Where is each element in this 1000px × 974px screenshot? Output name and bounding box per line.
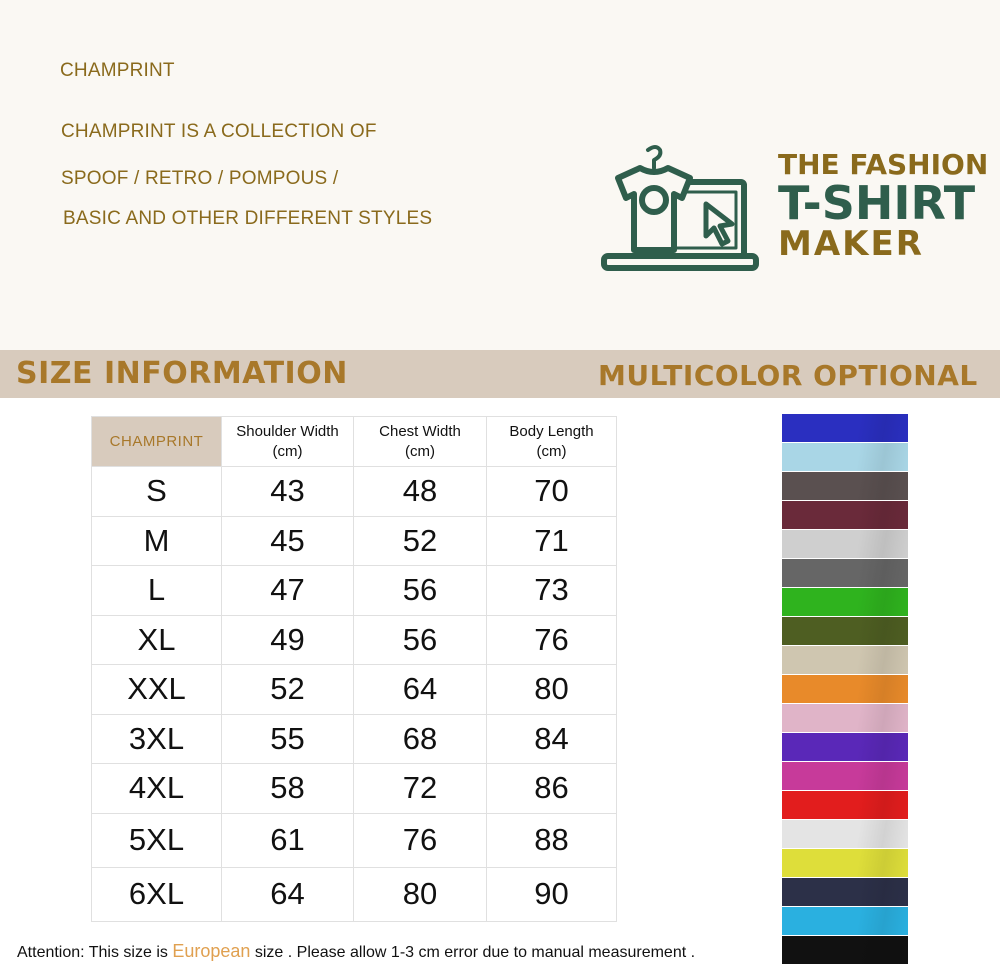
color-swatch[interactable] [782, 762, 908, 791]
color-swatch[interactable] [782, 414, 908, 443]
intro-line: BASIC AND OTHER DIFFERENT STYLES [63, 208, 433, 229]
logo-line3: MAKER [778, 224, 924, 264]
color-swatch[interactable] [782, 472, 908, 501]
color-swatch[interactable] [782, 849, 908, 878]
size-cell: M [91, 515, 222, 566]
value-cell: 45 [221, 515, 354, 566]
color-swatch[interactable] [782, 907, 908, 936]
color-swatch[interactable] [782, 501, 908, 530]
logo-line1: THE FASHION [778, 148, 989, 181]
size-cell: XXL [91, 664, 222, 715]
value-cell: 80 [486, 664, 617, 715]
table-row: M 45 52 71 [91, 515, 617, 566]
value-cell: 76 [353, 812, 487, 868]
color-swatch[interactable] [782, 675, 908, 704]
color-swatch[interactable] [782, 878, 908, 907]
color-swatch[interactable] [782, 443, 908, 472]
value-cell: 88 [486, 812, 617, 868]
section-band: SIZE INFORMATION MULTICOLOR OPTIONAL [0, 350, 1000, 398]
value-cell: 84 [486, 713, 617, 764]
table-row: XL 49 56 76 [91, 614, 617, 665]
table-row: L 47 56 73 [91, 565, 617, 616]
color-swatch[interactable] [782, 704, 908, 733]
intro-line: SPOOF / RETRO / POMPOUS / [61, 168, 339, 189]
table-header-row: CHAMPRINT Shoulder Width (cm) Chest Width… [91, 416, 617, 467]
value-cell: 68 [353, 713, 487, 764]
table-brand-cell: CHAMPRINT [91, 416, 222, 467]
color-swatch[interactable] [782, 559, 908, 588]
table-row: 5XL 61 76 88 [91, 812, 617, 868]
value-cell: 48 [353, 466, 487, 517]
color-swatch[interactable] [782, 617, 908, 646]
table-row: 3XL 55 68 84 [91, 713, 617, 764]
color-swatch[interactable] [782, 530, 908, 559]
value-cell: 86 [486, 763, 617, 814]
size-cell: XL [91, 614, 222, 665]
color-swatch[interactable] [782, 733, 908, 762]
table-row: 4XL 58 72 86 [91, 763, 617, 814]
size-table: CHAMPRINT Shoulder Width (cm) Chest Width… [91, 416, 617, 922]
color-swatches [782, 414, 908, 965]
attention-note: Attention: This size is European size . … [17, 941, 696, 961]
color-swatch[interactable] [782, 588, 908, 617]
table-row: 6XL 64 80 90 [91, 866, 617, 922]
size-cell: 3XL [91, 713, 222, 764]
header-length: Body Length (cm) [486, 416, 617, 467]
intro-section: CHAMPRINT CHAMPRINT IS A COLLECTION OF S… [0, 0, 1000, 350]
european-highlight: European [172, 941, 251, 961]
value-cell: 70 [486, 466, 617, 517]
size-information-heading: SIZE INFORMATION [16, 356, 348, 391]
value-cell: 52 [221, 664, 354, 715]
value-cell: 58 [221, 763, 354, 814]
multicolor-heading: MULTICOLOR OPTIONAL [598, 359, 978, 392]
size-cell: 4XL [91, 763, 222, 814]
value-cell: 61 [221, 812, 354, 868]
size-cell: S [91, 466, 222, 517]
size-cell: L [91, 565, 222, 616]
brand-name: CHAMPRINT [60, 60, 175, 81]
value-cell: 71 [486, 515, 617, 566]
size-cell: 6XL [91, 866, 222, 922]
value-cell: 80 [353, 866, 487, 922]
color-swatch[interactable] [782, 791, 908, 820]
logo-line2: T-SHIRT [778, 176, 976, 230]
value-cell: 56 [353, 565, 487, 616]
header-shoulder: Shoulder Width (cm) [221, 416, 354, 467]
value-cell: 56 [353, 614, 487, 665]
intro-line: CHAMPRINT IS A COLLECTION OF [61, 121, 377, 142]
value-cell: 76 [486, 614, 617, 665]
table-row: XXL 52 64 80 [91, 664, 617, 715]
header-chest: Chest Width (cm) [353, 416, 487, 467]
color-swatch[interactable] [782, 646, 908, 675]
value-cell: 90 [486, 866, 617, 922]
size-cell: 5XL [91, 812, 222, 868]
value-cell: 49 [221, 614, 354, 665]
value-cell: 64 [221, 866, 354, 922]
value-cell: 43 [221, 466, 354, 517]
tshirt-laptop-cursor-icon [601, 145, 759, 271]
value-cell: 73 [486, 565, 617, 616]
value-cell: 47 [221, 565, 354, 616]
color-swatch[interactable] [782, 820, 908, 849]
color-swatch[interactable] [782, 936, 908, 965]
value-cell: 72 [353, 763, 487, 814]
table-row: S 43 48 70 [91, 466, 617, 517]
value-cell: 55 [221, 713, 354, 764]
value-cell: 64 [353, 664, 487, 715]
value-cell: 52 [353, 515, 487, 566]
